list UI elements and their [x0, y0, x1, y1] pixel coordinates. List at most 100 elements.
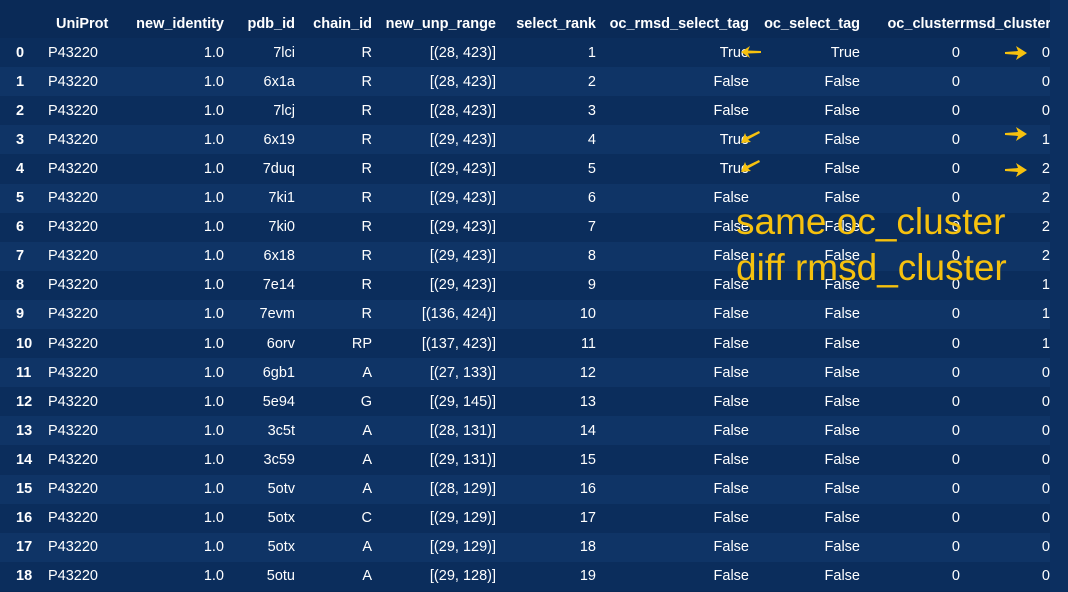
cell-chain-id: A	[295, 445, 372, 475]
cell-chain-id: A	[295, 416, 372, 446]
cell-oc-rmsd-select-tag: False	[596, 270, 749, 300]
cell-oc-cluster: 0	[860, 67, 960, 97]
cell-oc-select-tag: False	[749, 445, 860, 475]
header-row: UniProt new_identity pdb_id chain_id new_unp…	[0, 9, 1050, 38]
column-header-chain-id: chain_id	[313, 15, 372, 32]
cell-oc-cluster: 0	[860, 125, 960, 155]
cell-oc-select-tag: False	[749, 299, 860, 330]
cell-oc-select-tag: False	[749, 154, 860, 184]
cell-pdb-id: 5otv	[224, 474, 295, 504]
table-row: 17 P43220 1.0 5otx A [(29, 129)] 18 False False 0…	[0, 532, 1050, 562]
cell-pdb-id: 5otx	[224, 532, 295, 562]
cell-oc-select-tag: False	[749, 532, 860, 562]
cell-chain-id: R	[295, 241, 372, 271]
cell-new-identity: 1.0	[114, 416, 224, 446]
cell-chain-id: R	[295, 38, 372, 68]
cell-uniprot: P43220	[44, 38, 114, 68]
cell-pdb-id: 7duq	[224, 154, 295, 184]
annotation-line-2: diff rmsd_cluster	[736, 247, 1007, 288]
cell-rmsd-cluster: 0	[960, 503, 1050, 533]
cell-index: 4	[0, 154, 44, 184]
table-row: 16 P43220 1.0 5otx C [(29, 129)] 17 False False 0…	[0, 503, 1050, 533]
cell-oc-select-tag: False	[749, 241, 860, 271]
column-header-pdb-id: pdb_id	[247, 15, 295, 32]
cell-new-identity: 1.0	[114, 241, 224, 271]
cell-rmsd-cluster: 0	[960, 358, 1050, 388]
table-row: 12 P43220 1.0 5e94 G [(29, 145)] 13 False False 0…	[0, 387, 1050, 417]
cell-oc-rmsd-select-tag: True	[596, 38, 749, 68]
cell-uniprot: P43220	[44, 212, 114, 242]
cell-select-rank: 5	[496, 154, 596, 184]
cell-oc-rmsd-select-tag: False	[596, 299, 749, 330]
cell-new-unp-range: [(29, 128)]	[372, 561, 496, 591]
cell-oc-cluster: 0	[860, 270, 960, 300]
column-header-index	[0, 9, 44, 38]
cell-oc-select-tag: False	[749, 183, 860, 213]
cell-select-rank: 4	[496, 125, 596, 155]
cell-index: 9	[0, 299, 44, 330]
cell-oc-rmsd-select-tag: False	[596, 503, 749, 533]
cell-new-unp-range: [(28, 131)]	[372, 416, 496, 446]
cell-select-rank: 14	[496, 416, 596, 446]
cell-index: 3	[0, 125, 44, 155]
cell-uniprot: P43220	[44, 154, 114, 184]
cell-oc-select-tag: False	[749, 474, 860, 504]
cell-rmsd-cluster: 0	[960, 474, 1050, 504]
cell-new-unp-range: [(28, 423)]	[372, 96, 496, 126]
cell-uniprot: P43220	[44, 125, 114, 155]
cell-oc-rmsd-select-tag: False	[596, 96, 749, 126]
cell-oc-rmsd-select-tag: False	[596, 241, 749, 271]
cell-rmsd-cluster: 0	[960, 445, 1050, 475]
cell-new-identity: 1.0	[114, 329, 224, 359]
arrow-left-icon	[741, 160, 760, 172]
cell-select-rank: 7	[496, 212, 596, 242]
arrow-right-icon	[1005, 46, 1027, 60]
cell-pdb-id: 5e94	[224, 387, 295, 417]
cell-uniprot: P43220	[44, 96, 114, 126]
cell-oc-select-tag: False	[749, 561, 860, 591]
cell-oc-rmsd-select-tag: False	[596, 532, 749, 562]
cell-chain-id: R	[295, 96, 372, 126]
cell-select-rank: 1	[496, 38, 596, 68]
cell-oc-select-tag: False	[749, 212, 860, 242]
table-row: 11 P43220 1.0 6gb1 A [(27, 133)] 12 False False 0…	[0, 358, 1050, 388]
column-header-select-rank: select_rank	[516, 15, 596, 32]
cell-oc-select-tag: False	[749, 416, 860, 446]
cell-select-rank: 18	[496, 532, 596, 562]
cell-select-rank: 16	[496, 474, 596, 504]
cell-oc-rmsd-select-tag: False	[596, 445, 749, 475]
table-row: 1 P43220 1.0 6x1a R [(28, 423)] 2 False False 0 0	[0, 67, 1050, 97]
cell-new-identity: 1.0	[114, 299, 224, 330]
cell-new-unp-range: [(29, 145)]	[372, 387, 496, 417]
cell-oc-select-tag: False	[749, 358, 860, 388]
arrow-left-icon	[741, 46, 761, 58]
table-row: 3 P43220 1.0 6x19 R [(29, 423)] 4 True False 0 1	[0, 125, 1050, 155]
cell-oc-rmsd-select-tag: True	[596, 154, 749, 184]
cell-rmsd-cluster: 0	[960, 561, 1050, 591]
cell-rmsd-cluster: 2	[960, 212, 1050, 242]
cell-new-unp-range: [(28, 129)]	[372, 474, 496, 504]
cell-pdb-id: 3c59	[224, 445, 295, 475]
cell-select-rank: 2	[496, 67, 596, 97]
cell-uniprot: P43220	[44, 67, 114, 97]
cell-chain-id: RP	[295, 329, 372, 359]
cell-oc-select-tag: False	[749, 329, 860, 359]
cell-index: 6	[0, 212, 44, 242]
column-header-new-unp-range: new_unp_range	[385, 15, 496, 32]
cell-pdb-id: 7lcj	[224, 96, 295, 126]
cell-pdb-id: 7ki1	[224, 183, 295, 213]
cell-pdb-id: 3c5t	[224, 416, 295, 446]
cell-uniprot: P43220	[44, 561, 114, 591]
cell-new-unp-range: [(29, 423)]	[372, 270, 496, 300]
cell-oc-cluster: 0	[860, 474, 960, 504]
cell-new-unp-range: [(29, 129)]	[372, 532, 496, 562]
cell-select-rank: 6	[496, 183, 596, 213]
column-header-oc-select-tag: oc_select_tag	[764, 15, 860, 32]
cell-select-rank: 13	[496, 387, 596, 417]
cell-uniprot: P43220	[44, 445, 114, 475]
cell-oc-rmsd-select-tag: False	[596, 387, 749, 417]
cell-index: 17	[0, 532, 44, 562]
cell-oc-cluster: 0	[860, 329, 960, 359]
cell-oc-rmsd-select-tag: False	[596, 474, 749, 504]
cell-rmsd-cluster: 1	[960, 299, 1050, 330]
